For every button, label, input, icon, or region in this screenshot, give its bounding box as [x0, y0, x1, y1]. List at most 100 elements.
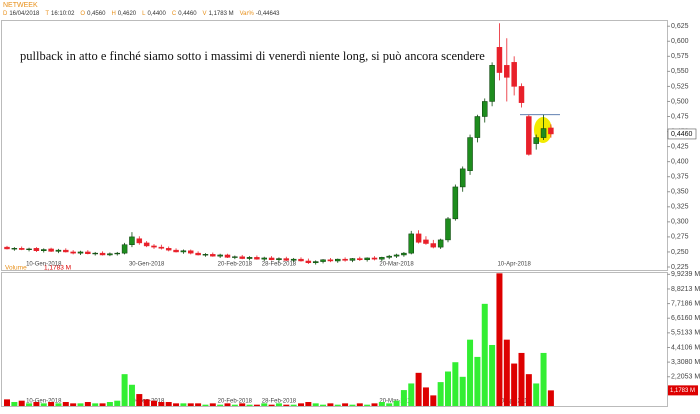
volume-bar [92, 403, 99, 406]
candle-body [518, 86, 525, 103]
volume-bar [283, 404, 290, 406]
volume-bar [356, 403, 363, 406]
y-tick-label: 0,225 [671, 264, 689, 271]
x-tick-label: 20-Feb-2018 [218, 262, 253, 268]
x-tick-label: 28-Feb-2018 [262, 262, 297, 268]
header-label: O [80, 11, 85, 17]
candle-body [136, 238, 143, 244]
volume-bar [364, 404, 371, 406]
candle-body [99, 252, 106, 256]
volume-bar [290, 404, 297, 406]
candle-body [467, 137, 473, 171]
candle-body [195, 252, 201, 256]
volume-bar [378, 402, 385, 406]
volume-bar [533, 383, 540, 406]
volume-bar [114, 400, 121, 406]
candle-body [276, 258, 282, 261]
volume-bar [305, 402, 312, 406]
y-tick-label: 0,625 [671, 23, 689, 30]
y-tick-label: 0,425 [671, 143, 689, 150]
y-tick-label: 2,2053 M [671, 374, 700, 381]
candle-body [408, 233, 414, 254]
volume-bar [437, 382, 444, 406]
y-tick-label: 0,275 [671, 234, 689, 241]
volume-bar [239, 403, 246, 406]
volume-bar [40, 403, 47, 406]
volume-bar [253, 404, 260, 406]
candle-body [386, 255, 392, 258]
candle-body [188, 250, 194, 254]
header-value: 0,4560 [87, 11, 106, 17]
y-tick-label: 0,550 [671, 68, 689, 75]
header-value: 16/04/2018 [9, 11, 40, 17]
x-tick-label: 10-Apr-2018 [497, 262, 531, 268]
candle-body [217, 254, 223, 257]
y-tick-label: 0,375 [671, 174, 689, 181]
volume-bar [106, 402, 113, 406]
candle-body [224, 254, 231, 258]
header-value: 0,4620 [118, 11, 137, 17]
volume-bar [128, 384, 135, 406]
candle-body [393, 254, 400, 257]
volume-bar [298, 403, 304, 406]
volume-bar [151, 400, 157, 406]
candle-body [430, 243, 437, 248]
volume-bar [158, 402, 165, 406]
candle-body [342, 258, 348, 261]
header-label: H [111, 11, 115, 17]
volume-bar [445, 371, 451, 406]
volume-frame [1, 272, 668, 407]
volume-bar [55, 403, 62, 406]
header-value: 16:10:02 [51, 11, 75, 17]
volume-bar [77, 403, 84, 406]
volume-bar [173, 403, 180, 406]
volume-bar [231, 404, 238, 406]
candle-body [379, 257, 385, 260]
volume-bar [386, 403, 393, 406]
candle-body [92, 252, 98, 255]
volume-bar [452, 362, 459, 406]
volume-bar [187, 403, 194, 406]
y-tick-label: 0,575 [671, 53, 689, 60]
header-value: 0,4460 [178, 11, 197, 17]
candle-body [548, 127, 554, 135]
candle-body [210, 254, 216, 257]
candle-body [511, 62, 517, 87]
candle-body [489, 65, 495, 102]
candle-body [77, 251, 84, 254]
candle-body [11, 248, 18, 250]
volume-bar [70, 403, 77, 406]
candle-body [283, 258, 290, 261]
y-tick-label: 0,475 [671, 113, 689, 120]
volume-bar [415, 372, 422, 406]
volume-bar [4, 399, 10, 406]
volume-bar [547, 390, 554, 406]
candle-body [70, 251, 76, 254]
volume-bar [459, 376, 466, 406]
candle-body [268, 257, 275, 261]
candle-body [364, 257, 370, 261]
volume-bar [121, 374, 128, 406]
volume-bar [18, 400, 25, 406]
y-tick-label: 0,400 [671, 158, 689, 165]
volume-bar [209, 403, 216, 406]
header-label: D [3, 11, 8, 17]
volume-value-tag-label: 1,1783 M [670, 388, 695, 394]
candle-body [151, 245, 157, 248]
y-tick-label: 9,9239 M [671, 271, 700, 278]
volume-bar [518, 352, 525, 406]
x-tick-label: 30-Gen-2018 [129, 262, 165, 268]
x-tick-label: 10-Gen-2018 [26, 399, 62, 405]
header-label: C [172, 11, 177, 17]
candle-body [298, 258, 304, 262]
candle-body [254, 257, 260, 260]
candle-body [158, 246, 165, 249]
candle-body [349, 258, 356, 261]
candle-body [540, 128, 547, 138]
candle-body [452, 186, 459, 220]
volume-bar [11, 402, 18, 406]
header-value: 0,4400 [147, 11, 166, 17]
candle-body [202, 254, 209, 256]
volume-bar [489, 344, 496, 406]
volume-bar [327, 403, 334, 406]
